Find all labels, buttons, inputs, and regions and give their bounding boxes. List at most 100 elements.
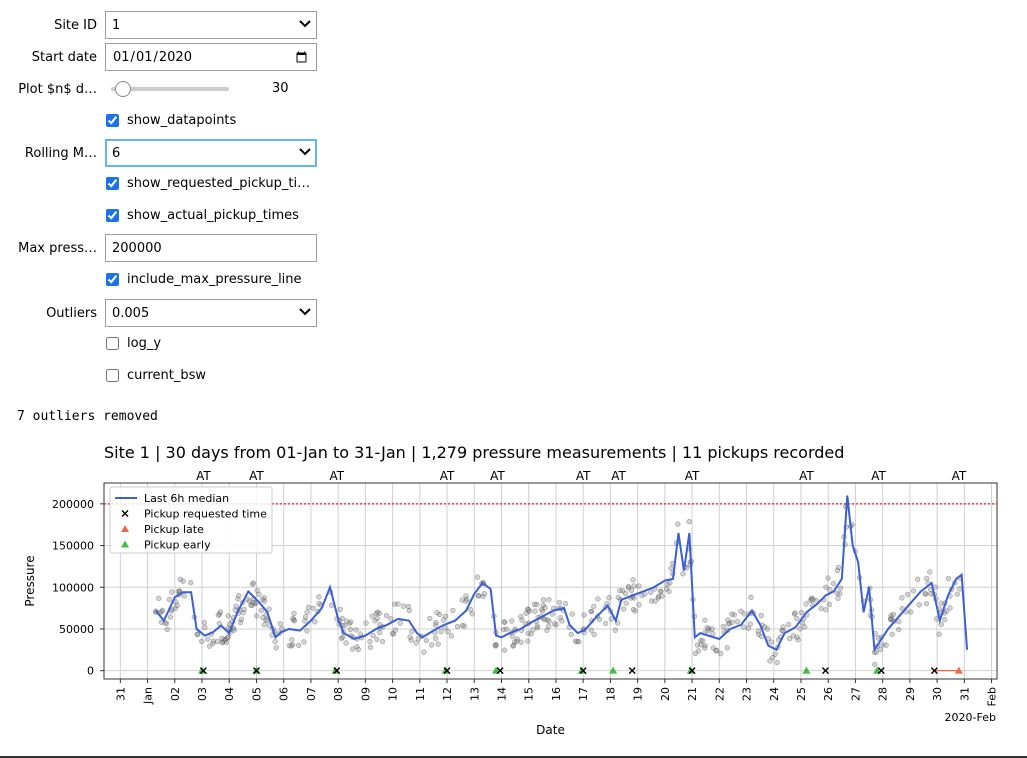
datapoint (347, 626, 354, 633)
datapoint (166, 596, 172, 603)
datapoint (388, 616, 394, 622)
datapoint (261, 595, 267, 601)
datapoint (199, 638, 205, 644)
datapoint (896, 618, 902, 625)
datapoint (277, 621, 283, 627)
datapoint (826, 601, 832, 608)
max-pressure-input[interactable] (105, 234, 317, 262)
at-label: AT (329, 469, 344, 483)
datapoint (889, 631, 895, 637)
datapoint (718, 650, 724, 657)
show-datapoints-checkbox-label[interactable]: show_datapoints (105, 113, 236, 128)
include-max-checkbox[interactable] (106, 273, 119, 286)
datapoint (377, 629, 383, 636)
datapoint (467, 607, 474, 613)
datapoint (510, 643, 516, 649)
datapoint (167, 614, 174, 620)
y-tick-label: 0 (87, 665, 94, 678)
plot-days-slider[interactable] (105, 75, 229, 103)
slider-thumb[interactable] (115, 81, 131, 97)
log-y-checkbox-label[interactable]: log_y (105, 336, 161, 351)
datapoint (530, 627, 536, 633)
datapoint (534, 601, 540, 608)
current-bsw-checkbox-label[interactable]: current_bsw (105, 368, 206, 383)
datapoint (591, 631, 597, 638)
datapoint (215, 612, 221, 618)
datapoint (834, 590, 840, 596)
datapoint (481, 590, 487, 597)
datapoint (391, 601, 398, 607)
datapoint (343, 618, 350, 624)
datapoint (370, 632, 376, 639)
datapoint (899, 595, 905, 601)
datapoint (942, 616, 948, 623)
include-max-checkbox-label[interactable]: include_max_pressure_line (105, 272, 302, 287)
datapoint (786, 635, 793, 642)
legend-label: Pickup early (144, 539, 211, 552)
max-pressure-label: Max press… (18, 240, 97, 256)
datapoint (353, 627, 359, 633)
datapoint (363, 620, 369, 626)
datapoint (568, 631, 574, 638)
show-actual-checkbox-label[interactable]: show_actual_pickup_times (105, 208, 299, 223)
datapoint (792, 610, 798, 616)
pickup-early-marker (802, 666, 811, 674)
datapoint (164, 626, 170, 633)
datapoint (238, 616, 245, 622)
site-id-select[interactable]: 1 (105, 11, 317, 39)
datapoint (780, 624, 786, 630)
datapoint (223, 639, 230, 646)
current-bsw-checkbox[interactable] (106, 369, 119, 382)
datapoint (546, 597, 552, 603)
datapoint (694, 642, 701, 648)
datapoint (249, 602, 255, 609)
x-tick-label: 21 (686, 687, 699, 701)
datapoint (408, 637, 414, 643)
datapoint (540, 597, 547, 603)
datapoint (542, 605, 548, 611)
datapoint (367, 638, 373, 645)
datapoint (518, 614, 524, 620)
datapoint (734, 618, 741, 625)
datapoint (625, 585, 632, 591)
datapoint (511, 639, 518, 645)
datapoint (738, 608, 744, 614)
show-actual-checkbox[interactable] (106, 209, 119, 222)
datapoint (256, 591, 262, 598)
datapoint (500, 626, 507, 633)
datapoint (349, 646, 356, 652)
datapoint (947, 605, 953, 611)
datapoint (413, 640, 419, 646)
show-datapoints-checkbox[interactable] (106, 114, 119, 127)
start-date-input[interactable] (105, 43, 317, 71)
datapoint (639, 592, 645, 599)
rolling-select[interactable]: 6 (105, 139, 317, 167)
datapoint (818, 605, 824, 612)
datapoint (273, 645, 279, 651)
datapoint (631, 583, 637, 589)
datapoint (569, 611, 575, 617)
datapoint (258, 607, 264, 614)
datapoint (400, 603, 407, 609)
datapoint (253, 613, 260, 619)
datapoint (509, 633, 515, 639)
show-requested-checkbox-label[interactable]: show_requested_pickup_ti… (105, 176, 310, 191)
log-y-checkbox[interactable] (106, 337, 119, 350)
datapoint (188, 580, 194, 586)
datapoint (768, 639, 775, 645)
datapoint (290, 615, 296, 622)
datapoint (943, 608, 950, 614)
show-requested-checkbox[interactable] (106, 177, 119, 190)
at-label: AT (685, 469, 700, 483)
outliers-select[interactable]: 0.005 (105, 299, 317, 327)
datapoint (658, 588, 664, 594)
datapoint (525, 630, 531, 636)
datapoint (427, 615, 433, 622)
datapoint (922, 591, 928, 597)
datapoint (748, 594, 754, 601)
datapoint (201, 619, 207, 626)
x-tick-label: 25 (795, 687, 808, 701)
datapoint (448, 633, 455, 639)
x-tick-label: 22 (713, 687, 726, 701)
datapoint (163, 620, 170, 626)
